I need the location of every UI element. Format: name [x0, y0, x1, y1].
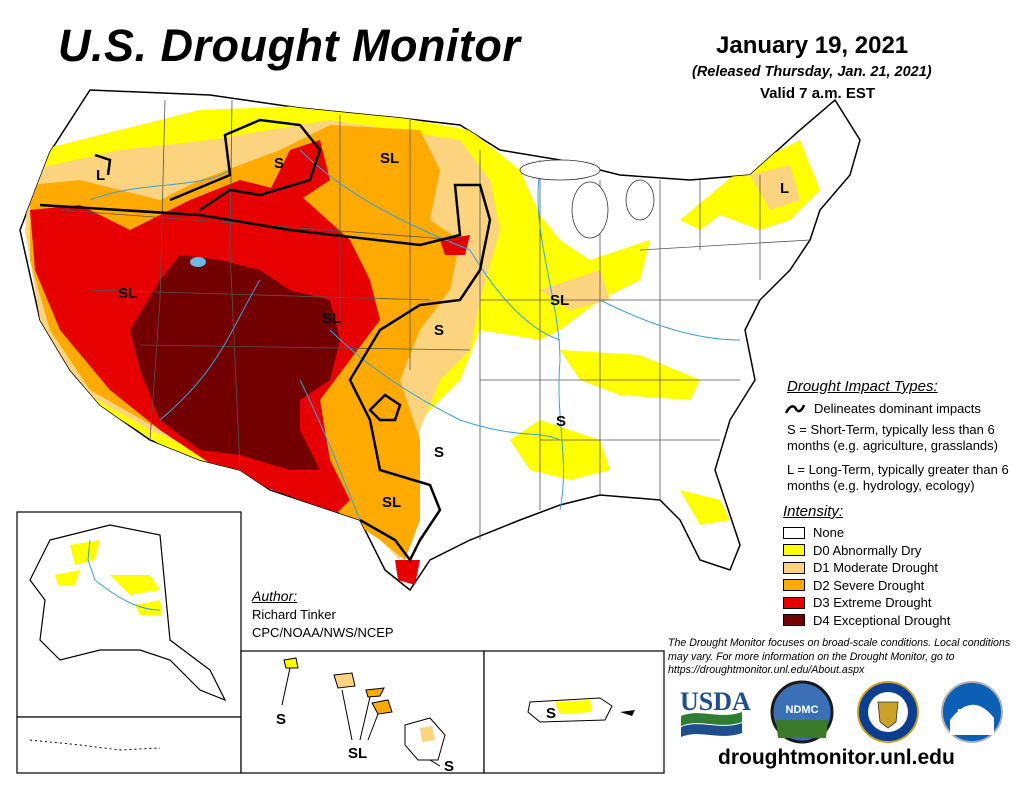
noaa-logo: NOAA: [941, 681, 1003, 743]
label-sl-rockies: SL: [322, 310, 341, 327]
map-date: January 19, 2021: [716, 32, 909, 59]
impact-line-icon: [784, 404, 806, 414]
legend-label: D4 Exceptional Drought: [813, 612, 951, 628]
rivers: [89, 149, 741, 521]
hawaii-inset: S SL S: [240, 650, 485, 775]
impact-lines: [39, 118, 492, 563]
lake-superior: [519, 159, 601, 181]
label-s-hawaii: S: [276, 711, 286, 728]
impact-short-term: S = Short-Term, typically less than 6 mo…: [787, 422, 998, 453]
release-date: (Released Thursday, Jan. 21, 2021): [692, 64, 932, 80]
intensity-heading: Intensity:: [783, 503, 844, 520]
swatch-d0: [783, 544, 805, 557]
label-s-montana: S: [274, 155, 284, 172]
label-s-south: S: [556, 413, 566, 430]
conus-map: [19, 89, 861, 592]
label-sl-west: SL: [118, 285, 137, 302]
legend-row-d3: D3 Extreme Drought: [783, 594, 950, 612]
legend-label: D3 Extreme Drought: [813, 595, 932, 611]
ndmc-logo: NDMC: [770, 680, 834, 744]
label-sl-north: SL: [380, 150, 399, 167]
legend-label: None: [813, 525, 845, 541]
label-s-hawaii-big: S: [444, 758, 454, 775]
swatch-none: [783, 526, 805, 539]
usda-logo: USDA: [680, 687, 751, 737]
map-title: U.S. Drought Monitor: [58, 20, 521, 71]
label-sl-hawaii: SL: [348, 745, 367, 762]
svg-text:NOAA: NOAA: [957, 708, 986, 719]
swatch-d2: [783, 579, 805, 592]
svg-text:USDA: USDA: [680, 687, 751, 716]
label-l-northeast: L: [780, 180, 789, 197]
legend-label: D1 Moderate Drought: [813, 560, 939, 576]
svg-text:NDMC: NDMC: [786, 704, 819, 716]
alaska-inset: [16, 511, 242, 774]
label-sl-texas: SL: [382, 494, 401, 511]
puerto-rico-inset: S: [483, 650, 665, 774]
lake-huron: [625, 179, 655, 221]
swatch-d4: [783, 614, 805, 627]
legend-label: D0 Abnormally Dry: [813, 542, 922, 558]
legend-row-none: None: [783, 524, 950, 542]
author-heading: Author:: [252, 588, 298, 604]
label-s-plains: S: [434, 322, 444, 339]
intensity-legend: None D0 Abnormally Dry D1 Moderate Droug…: [783, 524, 950, 629]
swatch-d3: [783, 596, 805, 609]
legend-row-d1: D1 Moderate Drought: [783, 559, 950, 577]
swatch-d1: [783, 561, 805, 574]
legend-row-d0: D0 Abnormally Dry: [783, 542, 950, 560]
label-sl-midwest: SL: [550, 292, 569, 309]
legend-label: D2 Severe Drought: [813, 577, 925, 593]
website-link[interactable]: droughtmonitor.unl.edu: [718, 746, 955, 769]
impact-line-label: Delineates dominant impacts: [814, 401, 981, 416]
great-salt-lake: [190, 257, 206, 267]
impact-labels: SL SL SL SL SL L L S S S S: [96, 150, 789, 511]
impact-types-heading: Drought Impact Types:: [787, 378, 938, 395]
legend-row-d2: D2 Severe Drought: [783, 577, 950, 595]
author-name: Richard Tinker: [252, 607, 336, 622]
label-s-texas: S: [434, 444, 444, 461]
author-org: CPC/NOAA/NWS/NCEP: [252, 625, 394, 640]
impact-line-legend: Delineates dominant impacts: [784, 401, 981, 416]
legend-row-d4: D4 Exceptional Drought: [783, 612, 950, 630]
valid-time: Valid 7 a.m. EST: [760, 85, 876, 102]
label-s-puerto-rico: S: [546, 705, 556, 722]
label-l-northwest: L: [96, 167, 105, 184]
lake-michigan: [571, 181, 609, 239]
commerce-seal: [857, 681, 919, 743]
disclaimer-text: The Drought Monitor focuses on broad-sca…: [668, 637, 1011, 676]
impact-long-term: L = Long-Term, typically greater than 6 …: [787, 462, 1009, 493]
